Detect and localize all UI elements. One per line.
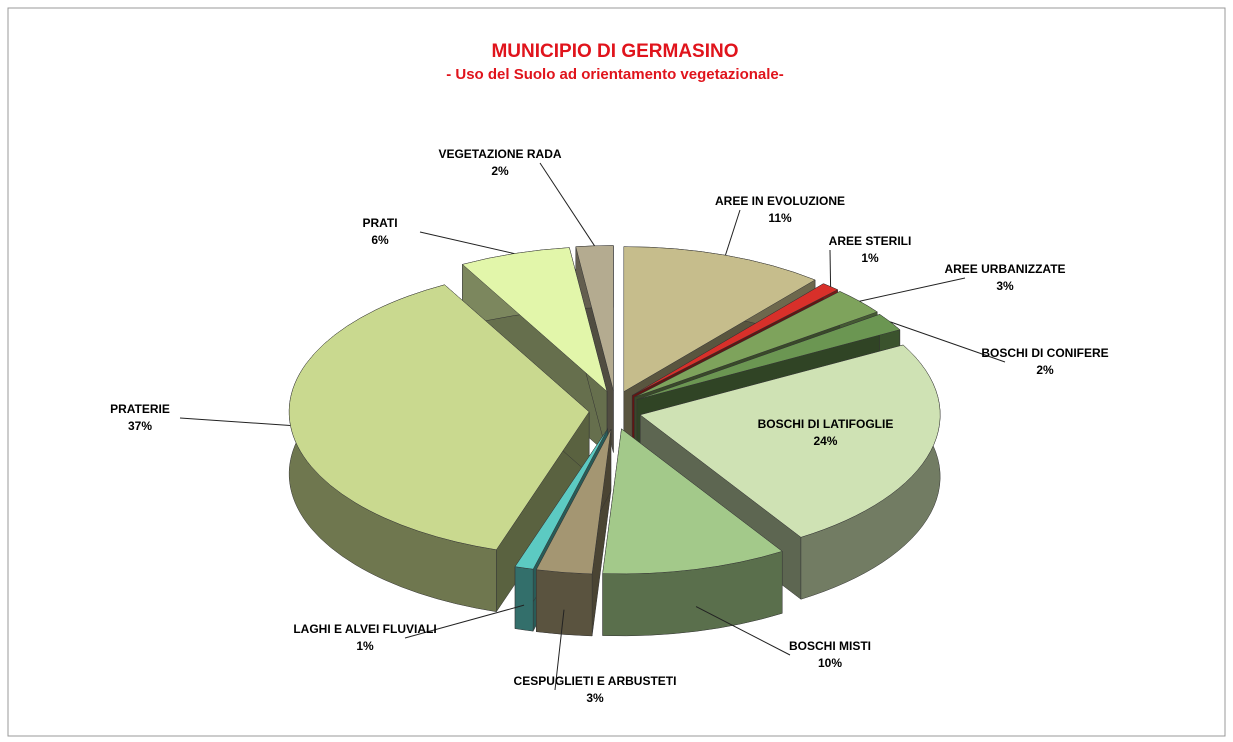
slice-top bbox=[514, 428, 608, 570]
slice-value-label: 3% bbox=[996, 279, 1014, 293]
leader-line bbox=[695, 606, 791, 656]
leader-line bbox=[539, 162, 595, 247]
slice-top bbox=[623, 246, 816, 393]
slice-value-label: 3% bbox=[586, 691, 604, 705]
slice-outer-side bbox=[536, 569, 593, 637]
leader-line bbox=[724, 209, 741, 256]
slice-value-label: 11% bbox=[768, 211, 792, 225]
leader-line bbox=[179, 417, 291, 426]
slice-label: CESPUGLIETI E ARBUSTETI bbox=[514, 674, 677, 688]
leader-line bbox=[554, 609, 565, 691]
slice bbox=[288, 284, 590, 613]
slice bbox=[535, 429, 612, 637]
slice-value-label: 1% bbox=[356, 639, 374, 653]
slice-top bbox=[288, 284, 590, 551]
slice-value-label: 6% bbox=[371, 233, 389, 247]
slice-value-label: 37% bbox=[128, 419, 152, 433]
chart-title: MUNICIPIO DI GERMASINO bbox=[491, 41, 738, 62]
slice-value-label: 24% bbox=[813, 434, 837, 448]
leader-line bbox=[829, 249, 832, 287]
slice-top bbox=[461, 247, 608, 393]
slice-value-label: 2% bbox=[1036, 363, 1054, 377]
leader-line bbox=[419, 231, 515, 255]
slice-label: PRATI bbox=[362, 216, 397, 230]
slice-outer-side bbox=[514, 566, 534, 632]
leader-line bbox=[859, 277, 966, 302]
leader-line bbox=[890, 321, 1006, 363]
slice-label: PRATERIE bbox=[110, 402, 170, 416]
slice-label: VEGETAZIONE RADA bbox=[438, 147, 561, 161]
slice-label: BOSCHI DI LATIFOGLIE bbox=[758, 417, 894, 431]
slice-value-label: 2% bbox=[491, 164, 509, 178]
slice-label: AREE IN EVOLUZIONE bbox=[715, 194, 845, 208]
slice-top bbox=[602, 428, 783, 575]
leader-line bbox=[404, 604, 525, 639]
chart-subtitle: - Uso del Suolo ad orientamento vegetazi… bbox=[446, 66, 784, 83]
slice-top bbox=[535, 429, 612, 575]
slice-label: LAGHI E ALVEI FLUVIALI bbox=[293, 622, 436, 636]
slice-label: AREE STERILI bbox=[829, 234, 912, 248]
slice bbox=[602, 428, 783, 637]
slice-label: AREE URBANIZZATE bbox=[944, 262, 1065, 276]
slice-value-label: 10% bbox=[818, 656, 842, 670]
slice-label: BOSCHI MISTI bbox=[789, 639, 871, 653]
slice-label: BOSCHI DI CONIFERE bbox=[981, 346, 1108, 360]
slice-top bbox=[639, 344, 941, 538]
slice-value-label: 1% bbox=[861, 251, 879, 265]
